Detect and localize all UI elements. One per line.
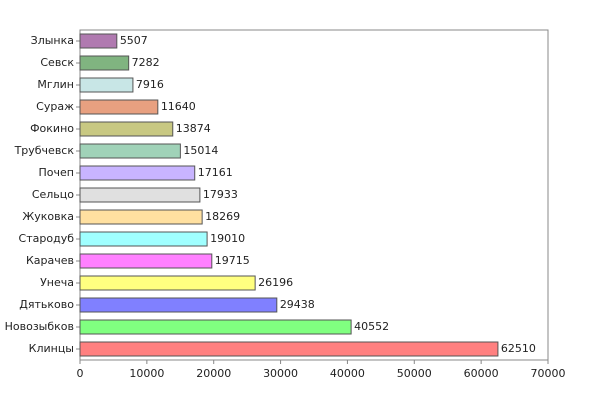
x-tick-label: 60000 (464, 367, 499, 380)
x-tick-label: 70000 (531, 367, 566, 380)
y-tick-label: Стародуб (19, 232, 75, 245)
y-tick-label: Трубчевск (14, 144, 75, 157)
bar (79, 319, 352, 335)
y-tick-label: Сельцо (32, 188, 74, 201)
bar (79, 99, 159, 115)
bar (79, 77, 134, 93)
value-label: 62510 (501, 342, 536, 355)
x-tick-label: 10000 (129, 367, 164, 380)
bar (79, 297, 278, 313)
value-label: 19010 (210, 232, 245, 245)
y-tick-label: Сураж (36, 100, 74, 113)
y-tick-label: Почеп (39, 166, 74, 179)
bar (79, 55, 130, 71)
y-tick-label: Карачев (26, 254, 74, 267)
bar (79, 187, 201, 203)
x-tick-label: 30000 (263, 367, 298, 380)
y-tick-label: Фокино (30, 122, 74, 135)
bar (79, 121, 174, 137)
bar (79, 341, 499, 357)
bar (79, 209, 203, 225)
y-tick-label: Унеча (40, 276, 74, 289)
x-tick-label: 0 (77, 367, 84, 380)
value-label: 17161 (198, 166, 233, 179)
x-tick-label: 50000 (397, 367, 432, 380)
x-tick-label: 40000 (330, 367, 365, 380)
y-tick-label: Мглин (37, 78, 74, 91)
bar (79, 33, 118, 49)
value-label: 18269 (205, 210, 240, 223)
bar (79, 275, 256, 291)
value-label: 11640 (161, 100, 196, 113)
value-label: 7282 (132, 56, 160, 69)
value-label: 29438 (280, 298, 315, 311)
bar (79, 253, 213, 269)
value-label: 5507 (120, 34, 148, 47)
value-label: 17933 (203, 188, 238, 201)
bar (79, 165, 196, 181)
bar (79, 231, 208, 247)
y-tick-label: Злынка (31, 34, 74, 47)
value-label: 15014 (183, 144, 218, 157)
y-tick-label: Новозыбков (5, 320, 74, 333)
y-tick-label: Клинцы (29, 342, 74, 355)
y-tick-label: Дятьково (19, 298, 74, 311)
value-label: 40552 (354, 320, 389, 333)
bar (79, 143, 181, 159)
value-label: 26196 (258, 276, 293, 289)
y-tick-label: Жуковка (22, 210, 74, 223)
x-tick-label: 20000 (196, 367, 231, 380)
value-label: 19715 (215, 254, 250, 267)
value-label: 7916 (136, 78, 164, 91)
value-label: 13874 (176, 122, 211, 135)
y-tick-label: Севск (40, 56, 74, 69)
